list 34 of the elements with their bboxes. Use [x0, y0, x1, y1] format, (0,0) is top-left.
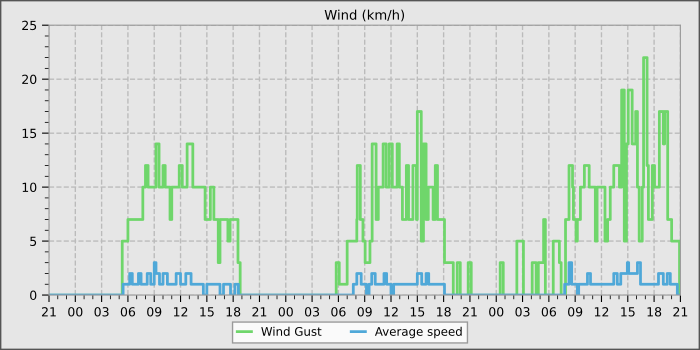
x-tick-label: 12: [174, 307, 188, 316]
y-tick-label: 5: [30, 236, 36, 246]
x-tick-label: 21: [252, 307, 266, 316]
x-tick-label: 12: [594, 307, 608, 316]
y-tick-label: 10: [22, 182, 36, 192]
x-tick-label: 00: [68, 307, 82, 317]
y-tick-label: 25: [22, 20, 36, 30]
x-tick-label: 06: [120, 307, 136, 317]
y-tick-label: 0: [30, 290, 36, 300]
x-tick-label: 18: [437, 307, 451, 317]
x-tick-label: 03: [304, 307, 320, 317]
chart-title: Wind (km/h): [324, 10, 404, 22]
legend-label: Wind Gust: [261, 326, 322, 336]
x-tick-label: 03: [515, 307, 530, 317]
x-tick-label: 06: [331, 307, 346, 317]
x-tick-label: 15: [621, 307, 635, 317]
x-tick-label: 09: [358, 307, 372, 317]
x-tick-label: 00: [489, 307, 504, 317]
x-tick-label: 00: [278, 307, 293, 317]
x-tick-label: 18: [648, 307, 662, 317]
x-tick-label: 21: [673, 307, 688, 316]
legend-label: Average speed: [374, 326, 462, 338]
x-tick-label: 21: [42, 307, 56, 316]
x-tick-label: 15: [200, 307, 214, 317]
x-tick-label: 06: [542, 307, 556, 317]
y-tick-label: 15: [22, 128, 36, 138]
x-tick-label: 18: [226, 307, 240, 317]
x-tick-label: 09: [568, 307, 582, 317]
x-tick-label: 21: [462, 307, 477, 316]
x-tick-label: 09: [147, 307, 162, 317]
x-tick-label: 03: [94, 307, 109, 317]
x-tick-label: 12: [384, 307, 398, 316]
x-tick-label: 15: [410, 307, 424, 317]
y-tick-label: 20: [22, 74, 36, 84]
